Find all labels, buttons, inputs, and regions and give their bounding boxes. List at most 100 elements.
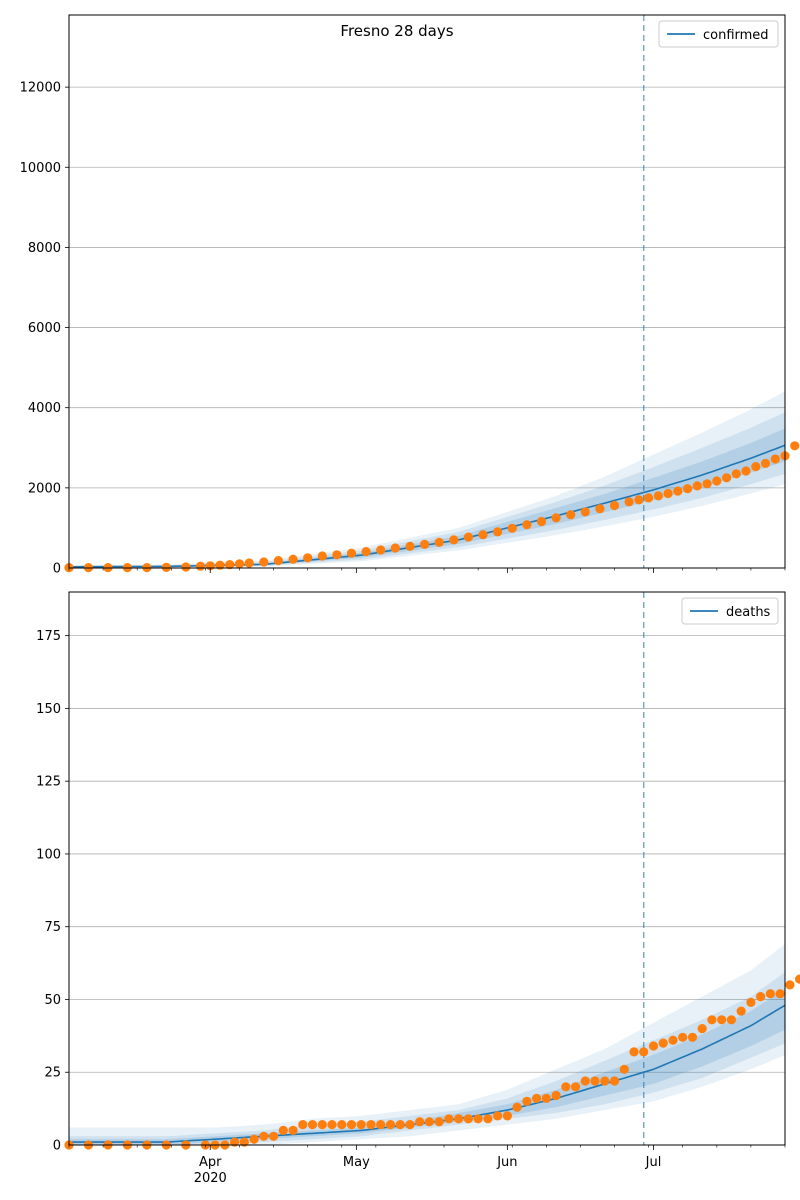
- observed-point: [239, 1137, 249, 1147]
- observed-point: [580, 507, 590, 517]
- observed-point: [269, 1131, 279, 1141]
- observed-point: [697, 1024, 707, 1034]
- observed-point: [673, 486, 683, 496]
- observed-point: [385, 1120, 396, 1130]
- observed-point: [327, 1120, 337, 1130]
- axes-frame: [68, 14, 786, 569]
- y-tick-label: 50: [44, 993, 61, 1008]
- y-tick-label: 100: [36, 847, 61, 862]
- observed-point: [288, 1125, 298, 1135]
- observed-point: [760, 458, 771, 468]
- observed-point: [463, 532, 473, 542]
- observed-point: [434, 1117, 444, 1127]
- y-tick-label: 150: [36, 702, 61, 717]
- observed-point: [775, 989, 785, 999]
- y-tick-label: 175: [36, 629, 61, 644]
- observed-point: [712, 476, 722, 486]
- observed-point: [249, 1134, 259, 1144]
- observed-point: [678, 1032, 688, 1042]
- y-tick-label: 12000: [20, 81, 61, 96]
- observed-point: [225, 560, 235, 570]
- observed-point: [658, 1038, 668, 1048]
- observed-point: [648, 1041, 659, 1051]
- observed-point: [663, 488, 673, 499]
- observed-point: [702, 479, 712, 489]
- observed-point: [731, 469, 741, 479]
- observed-point: [551, 513, 561, 523]
- observed-point: [259, 557, 269, 567]
- observed-point: [707, 1015, 717, 1025]
- observed-point: [356, 1120, 366, 1130]
- y-tick-label: 8000: [28, 241, 61, 256]
- observed-point: [317, 551, 327, 561]
- observed-point: [629, 1047, 639, 1057]
- observed-point: [722, 473, 732, 483]
- observed-point: [590, 1076, 600, 1086]
- observed-point: [561, 1082, 571, 1092]
- observed-point: [273, 556, 283, 566]
- observed-point: [502, 1111, 512, 1121]
- observed-point: [366, 1120, 376, 1130]
- x-tick-label: May: [343, 1155, 370, 1170]
- observed-point: [195, 561, 206, 571]
- confidence-band: [69, 391, 785, 568]
- observed-point: [634, 495, 644, 505]
- x-tick-label: Jul: [645, 1155, 662, 1170]
- confidence-band: [69, 988, 785, 1145]
- observed-point: [449, 535, 459, 545]
- observed-point: [751, 462, 761, 472]
- confidence-band: [69, 412, 785, 568]
- observed-point: [532, 1093, 542, 1103]
- observed-point: [756, 992, 766, 1002]
- observed-point: [619, 1064, 629, 1074]
- observed-point: [181, 562, 191, 572]
- observed-point: [230, 1137, 240, 1147]
- y-tick-label: 0: [53, 1139, 61, 1154]
- legend-label: confirmed: [703, 28, 769, 43]
- y-tick-label: 2000: [28, 481, 61, 496]
- legend-box: [681, 597, 779, 625]
- observed-point: [483, 1114, 493, 1124]
- observed-point: [790, 441, 800, 451]
- y-tick-label: 25: [44, 1066, 61, 1081]
- observed-point: [653, 491, 664, 501]
- confirmed-panel: 0 2000 4000 6000 8000 10000 12000 confirmed: [20, 14, 800, 577]
- observed-point: [624, 497, 634, 507]
- observed-point: [609, 500, 620, 511]
- observed-point: [507, 523, 517, 533]
- observed-point: [536, 516, 547, 527]
- observed-point: [785, 980, 795, 990]
- observed-point: [687, 1032, 698, 1042]
- observed-point: [259, 1131, 269, 1141]
- observed-point: [746, 997, 756, 1008]
- observed-point: [361, 547, 371, 557]
- x-tick-sublabel: 2020: [194, 1171, 227, 1186]
- observed-point: [566, 510, 576, 520]
- observed-point: [454, 1114, 464, 1124]
- observed-point: [346, 1120, 357, 1130]
- observed-point: [717, 1015, 727, 1025]
- observed-point: [512, 1102, 522, 1112]
- observed-point: [463, 1114, 473, 1124]
- observed-point: [551, 1090, 561, 1101]
- observed-point: [444, 1114, 454, 1124]
- observed-point: [541, 1093, 551, 1103]
- y-tick-label: 0: [53, 562, 61, 577]
- observed-point: [405, 541, 415, 552]
- observed-point: [741, 466, 751, 476]
- observed-point: [332, 550, 342, 560]
- observed-point: [298, 1120, 308, 1130]
- observed-point: [390, 543, 400, 553]
- observed-point: [522, 1096, 532, 1106]
- observed-point: [668, 1035, 678, 1045]
- observed-point: [692, 481, 702, 491]
- observed-point: [639, 1047, 649, 1057]
- y-tick-label: 125: [36, 775, 61, 790]
- observed-point: [303, 553, 313, 563]
- observed-point: [317, 1120, 327, 1130]
- observed-point: [493, 527, 503, 537]
- confidence-band: [69, 943, 785, 1145]
- observed-point: [571, 1082, 581, 1092]
